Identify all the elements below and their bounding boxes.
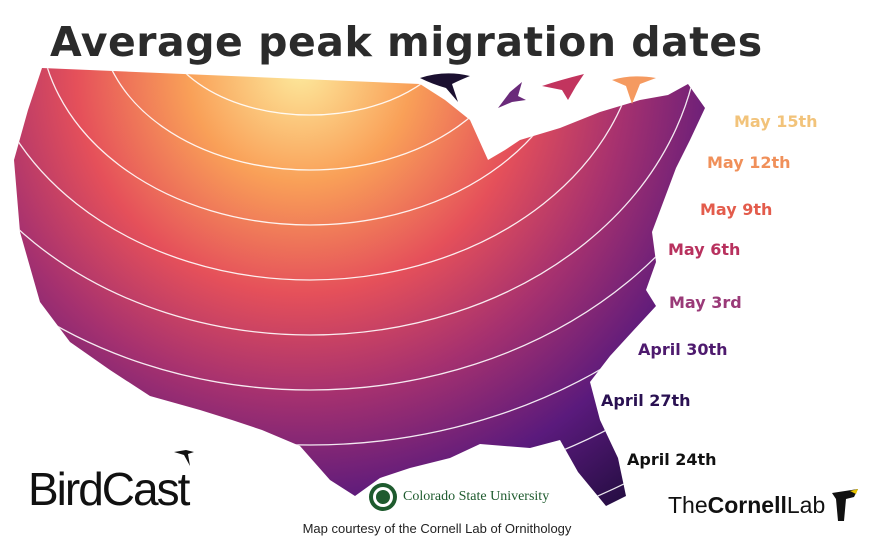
legend-label: April 24th	[627, 450, 717, 469]
bird-icons	[420, 73, 656, 108]
isochrone-line	[14, 68, 701, 336]
cornell-name: Cornell	[707, 491, 787, 518]
page-title: Average peak migration dates	[50, 18, 763, 66]
legend-label: May 6th	[668, 240, 741, 259]
legend-label: May 15th	[734, 112, 818, 131]
bird-icon	[498, 82, 526, 108]
isochrone-line	[39, 68, 581, 226]
csu-name: Colorado State University	[403, 489, 550, 504]
legend-label: April 30th	[638, 340, 728, 359]
cornell-lab: Lab	[786, 491, 826, 518]
isochrone-line	[0, 0, 820, 445]
isochrone-line	[159, 68, 461, 116]
bird-icon	[420, 73, 470, 102]
bird-icon	[174, 450, 194, 466]
cornell-the: The	[668, 491, 708, 518]
cornell-lab-logo: The Cornell Lab	[668, 487, 862, 523]
bird-icon	[542, 74, 584, 100]
birdcast-logo: BirdCast	[28, 463, 190, 515]
legend-label: May 12th	[707, 153, 791, 172]
ram-seal-icon	[369, 483, 397, 511]
bird-icon	[612, 76, 656, 104]
isochrone-line	[14, 68, 641, 281]
legend-label: May 9th	[700, 200, 773, 219]
legend-label: May 3rd	[669, 293, 742, 312]
isochrone-line	[0, 0, 760, 390]
map-credit: Map courtesy of the Cornell Lab of Ornit…	[302, 521, 572, 536]
contiguous-us-shape	[14, 68, 705, 506]
woodpecker-icon	[832, 489, 859, 521]
legend-label: April 27th	[601, 391, 691, 410]
csu-logo: Colorado State University	[368, 482, 549, 512]
isochrone-line	[99, 68, 521, 171]
